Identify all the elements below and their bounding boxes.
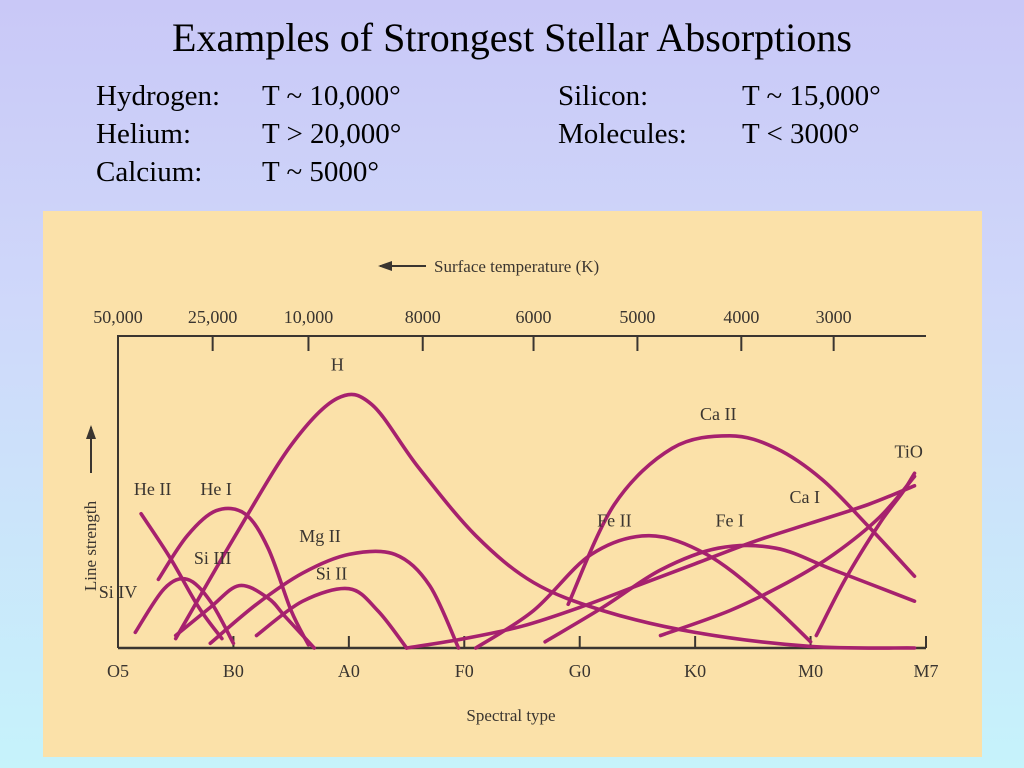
top-tick-label: 25,000 (188, 307, 238, 327)
x-tick-label: O5 (107, 661, 129, 681)
y-axis-title: Line strength (81, 500, 100, 591)
series-line-unlabeled (658, 474, 917, 638)
top-tick-label: 3000 (816, 307, 852, 327)
series-label-si-ii: Si II (316, 563, 348, 583)
x-tick-label: A0 (338, 661, 360, 681)
series-line-si-ii (254, 586, 409, 650)
x-tick-label: K0 (684, 661, 706, 681)
top-tick-label: 4000 (723, 307, 759, 327)
hydrogen-label: Hydrogen: (96, 80, 221, 112)
helium-label: Helium: (96, 118, 192, 150)
silicon-label: Silicon: (558, 80, 649, 112)
top-tick-label: 8000 (405, 307, 441, 327)
series-line-fe-ii (474, 533, 813, 650)
series-label-he-i: He I (200, 479, 231, 499)
series-line-ca-ii (566, 434, 917, 607)
series-line-ca-i (404, 484, 917, 650)
series-label-si-iii: Si III (194, 548, 232, 568)
slide-title: Examples of Strongest Stellar Absorption… (172, 15, 852, 60)
chart-panel: O5 B0 A0 F0 G0 K0 M0 M7 50,000 25,000 10,000 8000 60… (43, 211, 982, 757)
hydrogen-temp: T ~ 10,000° (262, 80, 401, 112)
temperature-arrow-head (378, 261, 392, 271)
molecules-label: Molecules: (558, 118, 687, 150)
series-label-ca-ii: Ca II (700, 404, 736, 424)
x-axis-title: Spectral type (466, 706, 555, 725)
x-tick-label: F0 (455, 661, 474, 681)
helium-temp: T > 20,000° (262, 118, 402, 150)
series-line-h (173, 392, 917, 650)
series-line-he-ii (139, 511, 224, 641)
series-line-si-iii (173, 583, 316, 650)
series-line-si-iv (133, 576, 236, 646)
line-strength-arrow-head (86, 425, 96, 439)
top-tick-label: 5000 (619, 307, 655, 327)
top-tick-label: 6000 (516, 307, 552, 327)
x-tick-label: G0 (569, 661, 591, 681)
top-tick-label: 50,000 (93, 307, 143, 327)
x-tick-label: M0 (798, 661, 823, 681)
series-label-mg-ii: Mg II (299, 526, 341, 546)
molecules-temp: T < 3000° (742, 118, 860, 150)
series-label-ca-i: Ca I (790, 487, 821, 507)
series-line-fe-i (543, 543, 917, 644)
top-tick-label: 10,000 (284, 307, 334, 327)
calcium-temp: T ~ 5000° (262, 156, 379, 188)
x-tick-label: M7 (913, 661, 938, 681)
top-axis-title: Surface temperature (K) (434, 257, 599, 276)
silicon-temp: T ~ 15,000° (742, 80, 881, 112)
x-tick-label: B0 (223, 661, 244, 681)
calcium-label: Calcium: (96, 156, 203, 188)
series-label-he-ii: He II (134, 479, 171, 499)
series-label-fe-ii: Fe II (597, 510, 632, 530)
series-line-mg-ii (208, 549, 461, 650)
series-label-fe-i: Fe I (716, 510, 745, 530)
series-label-h: H (331, 354, 344, 374)
series-label-tio: TiO (894, 442, 922, 462)
absorption-chart: O5 B0 A0 F0 G0 K0 M0 M7 50,000 25,000 10,000 8000 60… (81, 257, 939, 725)
series-label-si-iv: Si IV (99, 582, 138, 602)
